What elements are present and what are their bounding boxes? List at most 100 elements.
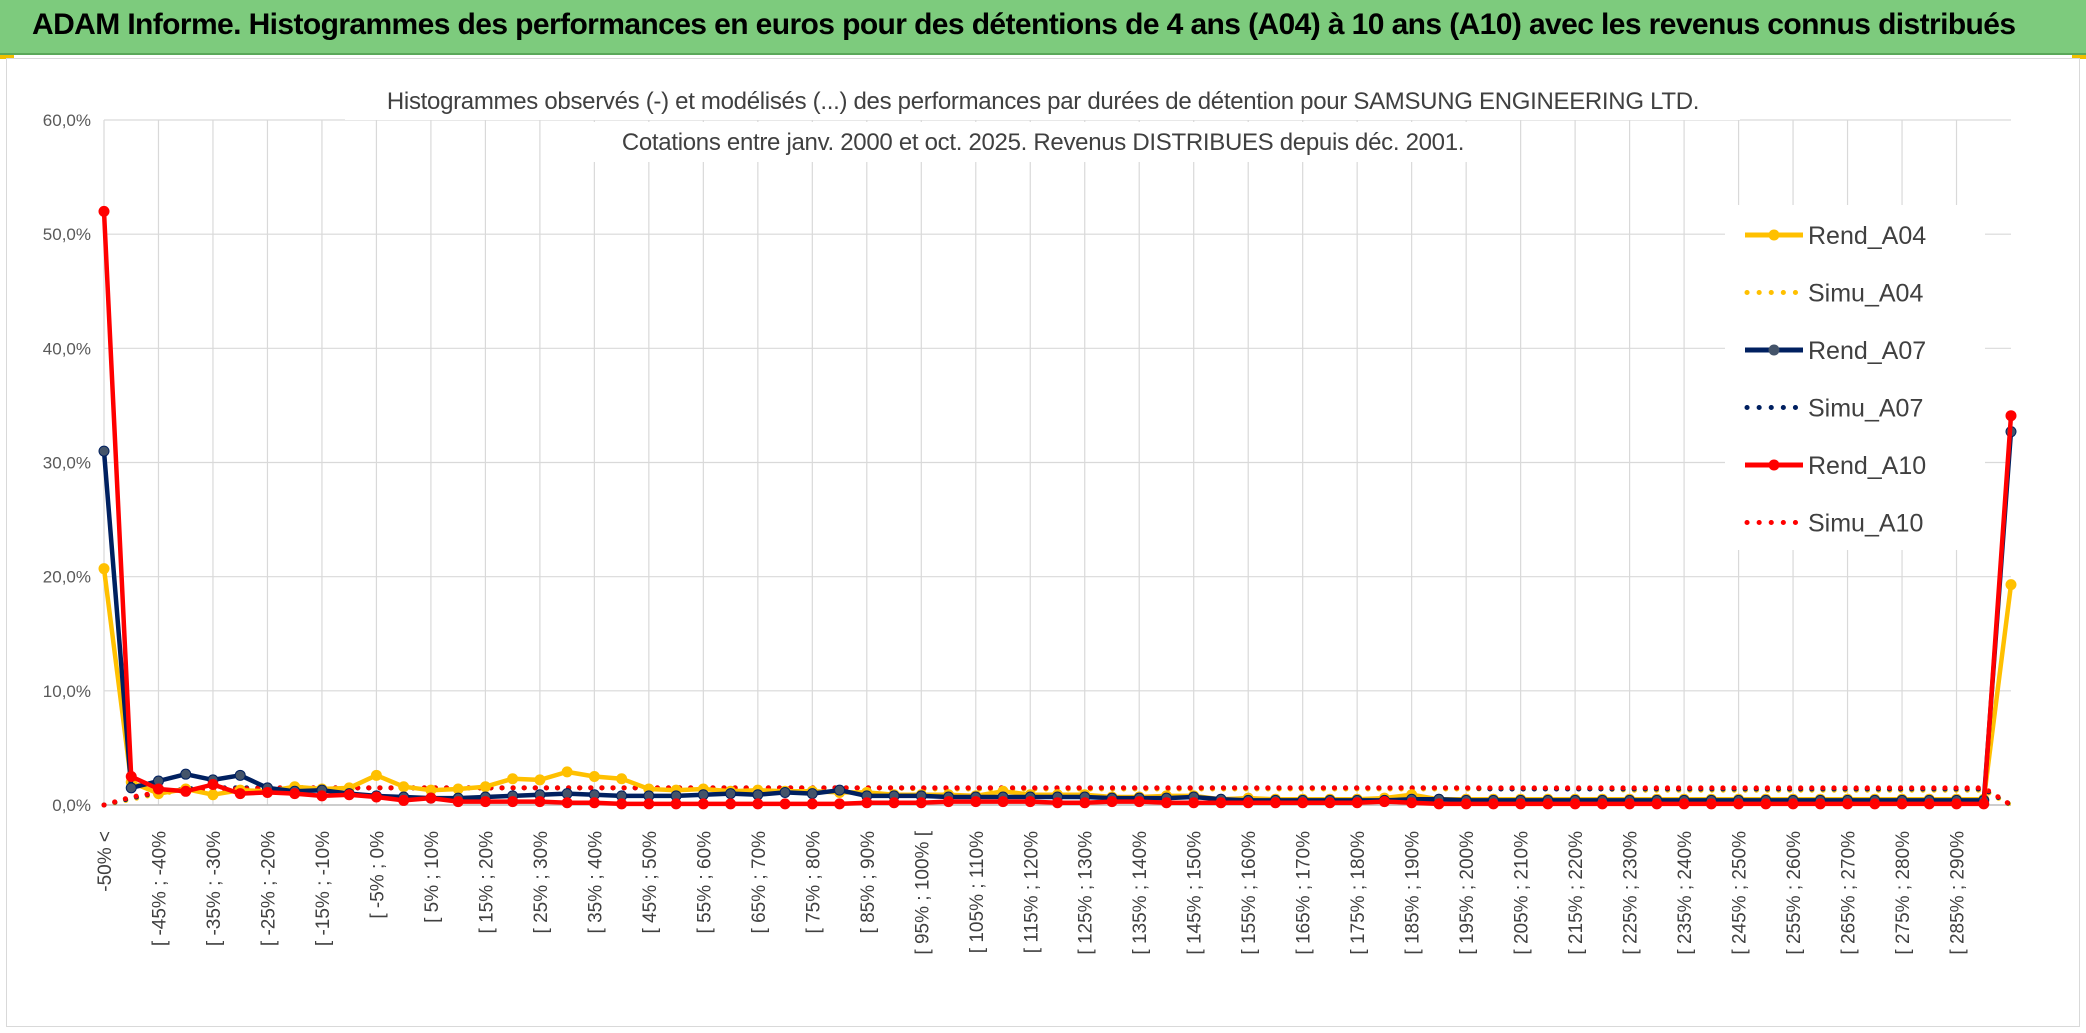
- x-axis: -50% < [ -45% ; -40% [ -35% ; -30% [ -25% ;…: [95, 804, 2011, 955]
- data-point-Rend_A07: [125, 782, 137, 794]
- data-point-Rend_A07: [752, 789, 764, 801]
- data-point-Rend_A10: [1787, 798, 1799, 810]
- x-tick-label: [ 115% ; 120%: [1021, 831, 1042, 953]
- series-Rend_A10: [98, 205, 2017, 810]
- data-point-Rend_A10: [1978, 798, 1990, 810]
- data-point-Rend_A10: [1814, 798, 1826, 810]
- data-point-Rend_A10: [1079, 797, 1091, 809]
- x-tick-label: [ 25% ; 30%: [531, 831, 552, 934]
- data-point-Rend_A07: [779, 786, 791, 798]
- y-tick-label: 60,0%: [43, 111, 91, 130]
- data-point-Rend_A10: [1269, 797, 1281, 809]
- x-tick-label: [ 55% ; 60%: [694, 831, 715, 934]
- data-point-Rend_A10: [2005, 410, 2017, 422]
- chart-title-block: Histogrammes observés (-) et modélisés (…: [345, 80, 1740, 162]
- x-tick-label: [ 155% ; 160%: [1239, 831, 1260, 955]
- x-tick-label: [ -15% ; -10%: [313, 831, 334, 946]
- x-tick-label: -50% <: [95, 831, 116, 892]
- data-point-Rend_A10: [1951, 798, 1963, 810]
- data-point-Rend_A04: [452, 783, 464, 795]
- data-point-Rend_A10: [834, 798, 846, 810]
- legend-marker: [1768, 459, 1780, 471]
- legend-item-Simu_A04: Simu_A04: [1744, 280, 1923, 308]
- legend-label: Simu_A07: [1808, 395, 1923, 423]
- data-point-Rend_A10: [343, 789, 355, 801]
- x-tick-label: [ 215% ; 220%: [1566, 831, 1587, 955]
- data-point-Rend_A10: [943, 796, 955, 808]
- x-tick-label: [ 285% ; 290%: [1948, 831, 1969, 955]
- x-tick-label: [ 15% ; 20%: [476, 831, 497, 934]
- x-tick-label: [ 35% ; 40%: [585, 831, 606, 934]
- gridlines: [103, 119, 2011, 806]
- data-point-Rend_A10: [398, 794, 410, 806]
- y-tick-label: 40,0%: [43, 339, 91, 358]
- data-point-Rend_A04: [207, 789, 219, 801]
- data-point-Rend_A04: [398, 781, 410, 793]
- y-tick-label: 10,0%: [43, 682, 91, 701]
- data-point-Rend_A10: [316, 790, 328, 802]
- data-point-Rend_A10: [997, 796, 1009, 808]
- legend-background: [1725, 205, 1985, 550]
- x-tick-label: [ 145% ; 150%: [1185, 831, 1206, 955]
- y-tick-label: 20,0%: [43, 568, 91, 587]
- data-point-Rend_A10: [779, 798, 791, 810]
- data-point-Rend_A10: [507, 796, 519, 808]
- data-point-Rend_A10: [588, 797, 600, 809]
- legend-label: Simu_A10: [1808, 510, 1923, 538]
- legend-item-Rend_A10: Rend_A10: [1745, 452, 1926, 480]
- x-tick-label: [ -5% ; 0%: [367, 831, 388, 919]
- x-tick-label: [ 135% ; 140%: [1130, 831, 1151, 955]
- data-point-Rend_A10: [1024, 796, 1036, 808]
- data-point-Rend_A07: [834, 784, 846, 796]
- chart-subtitle: Cotations entre janv. 2000 et oct. 2025.…: [622, 129, 1464, 156]
- x-tick-label: [ 225% ; 230%: [1621, 831, 1642, 955]
- x-tick-label: [ 245% ; 250%: [1730, 831, 1751, 955]
- x-tick-label: [ 265% ; 270%: [1839, 831, 1860, 955]
- data-point-Rend_A10: [1896, 798, 1908, 810]
- legend-item-Rend_A04: Rend_A04: [1745, 222, 1926, 250]
- legend-item-Rend_A07: Rend_A07: [1745, 337, 1926, 365]
- data-point-Rend_A10: [1923, 798, 1935, 810]
- data-point-Rend_A10: [561, 797, 573, 809]
- data-point-Rend_A10: [1106, 796, 1118, 808]
- legend-label: Rend_A10: [1808, 452, 1926, 480]
- data-point-Rend_A10: [1297, 797, 1309, 809]
- y-tick-label: 50,0%: [43, 225, 91, 244]
- corner-marker: [0, 55, 14, 59]
- data-point-Rend_A10: [1569, 798, 1581, 810]
- data-point-Rend_A10: [1596, 798, 1608, 810]
- data-point-Rend_A10: [180, 785, 192, 797]
- data-point-Rend_A10: [1869, 798, 1881, 810]
- data-point-Rend_A10: [1542, 798, 1554, 810]
- data-point-Rend_A04: [370, 769, 382, 781]
- x-tick-label: [ -25% ; -20%: [258, 831, 279, 946]
- data-point-Rend_A07: [98, 445, 110, 457]
- legend-marker: [1768, 229, 1780, 241]
- data-point-Rend_A10: [289, 788, 301, 800]
- data-point-Rend_A10: [1624, 798, 1636, 810]
- data-point-Rend_A10: [1433, 798, 1445, 810]
- title-background: [345, 80, 1740, 120]
- data-point-Rend_A10: [1378, 796, 1390, 808]
- series-Rend_A04: [98, 563, 2017, 805]
- series-line-Rend_A10: [101, 211, 2014, 807]
- x-tick-label: [ -35% ; -30%: [204, 831, 225, 946]
- legend-item-Simu_A10: Simu_A10: [1744, 510, 1923, 538]
- data-point-Rend_A10: [725, 798, 737, 810]
- data-point-Rend_A10: [1133, 796, 1145, 808]
- data-point-Rend_A10: [970, 796, 982, 808]
- data-point-Rend_A10: [861, 797, 873, 809]
- data-point-Rend_A10: [207, 778, 219, 790]
- legend-item-Simu_A07: Simu_A07: [1744, 395, 1923, 423]
- x-tick-label: [ 195% ; 200%: [1457, 831, 1478, 955]
- data-point-Rend_A10: [752, 798, 764, 810]
- data-point-Rend_A10: [1678, 798, 1690, 810]
- data-point-Rend_A04: [507, 773, 519, 785]
- data-point-Rend_A10: [479, 796, 491, 808]
- data-point-Rend_A10: [534, 796, 546, 808]
- x-tick-label: [ 175% ; 180%: [1348, 831, 1369, 955]
- legend-marker: [1768, 344, 1780, 356]
- data-point-Rend_A04: [588, 770, 600, 782]
- x-tick-label: [ 205% ; 210%: [1512, 831, 1533, 955]
- data-point-Rend_A10: [1324, 797, 1336, 809]
